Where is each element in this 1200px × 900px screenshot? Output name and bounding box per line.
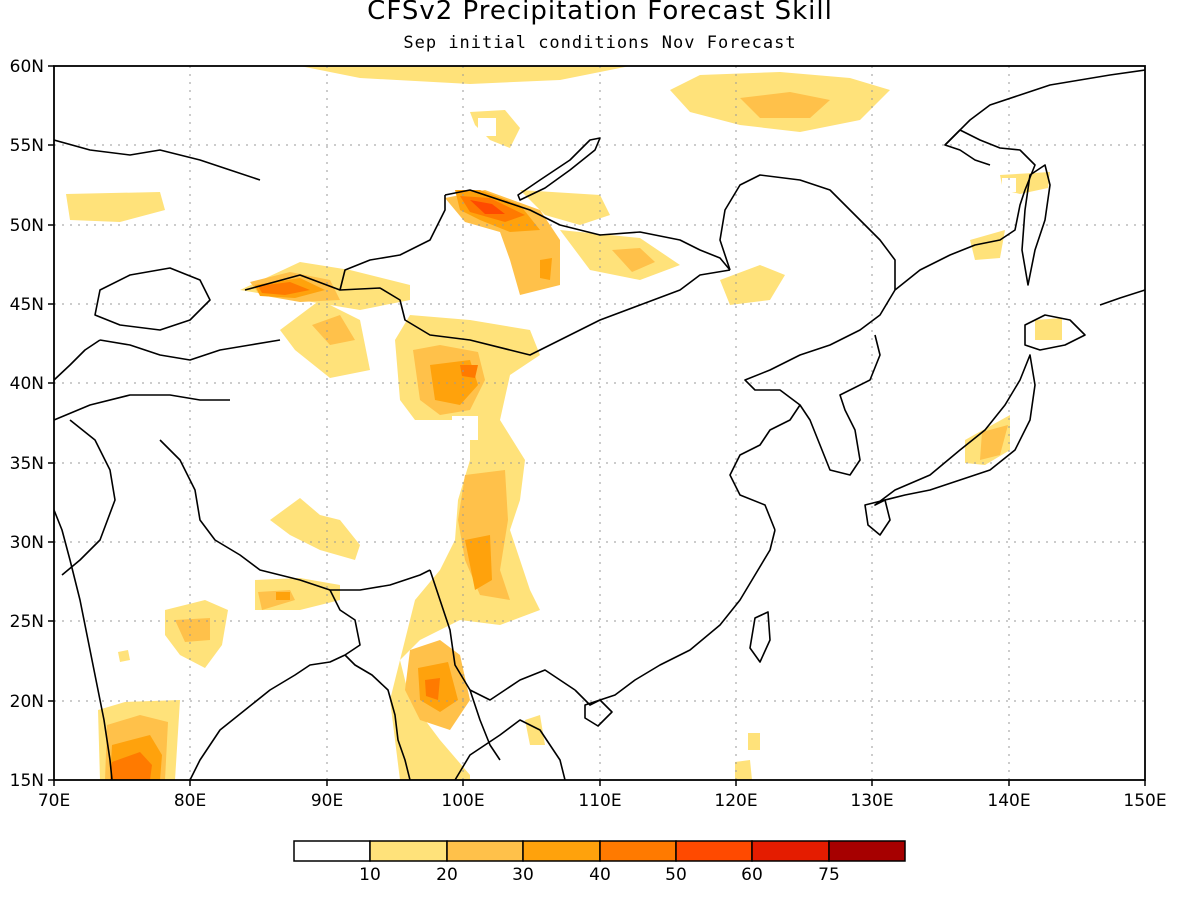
- y-tick-30N: 30N: [10, 533, 44, 553]
- chart-title: CFSv2 Precipitation Forecast Skill: [367, 0, 833, 26]
- legend-label-60: 60: [741, 865, 763, 885]
- chart-subtitle: Sep initial conditions Nov Forecast: [403, 33, 797, 53]
- map-frame: [53, 65, 1146, 781]
- axis-ticks: [48, 65, 1146, 786]
- legend-label-40: 40: [589, 865, 611, 885]
- legend-label-50: 50: [665, 865, 687, 885]
- y-tick-15N: 15N: [10, 771, 44, 791]
- legend-swatch: [446, 840, 524, 862]
- legend-label-10: 10: [359, 865, 381, 885]
- legend-swatch: [522, 840, 601, 862]
- x-tick-150E: 150E: [1123, 791, 1166, 811]
- y-tick-45N: 45N: [10, 295, 44, 315]
- coastlines-borders: [54, 69, 1145, 780]
- y-tick-40N: 40N: [10, 374, 44, 394]
- legend-swatch: [599, 840, 677, 862]
- y-tick-20N: 20N: [10, 692, 44, 712]
- x-tick-70E: 70E: [38, 791, 70, 811]
- lat-lon-grid: [54, 66, 1145, 780]
- x-tick-120E: 120E: [714, 791, 757, 811]
- x-tick-labels: 70E 80E 90E 100E 110E 120E 130E 140E 150…: [38, 791, 1167, 811]
- x-tick-130E: 130E: [850, 791, 893, 811]
- x-tick-100E: 100E: [441, 791, 484, 811]
- legend-swatch: [675, 840, 753, 862]
- x-tick-80E: 80E: [174, 791, 206, 811]
- y-tick-labels: 15N 20N 25N 30N 35N 40N 45N 50N 55N 60N: [10, 57, 44, 791]
- legend-swatch: [293, 840, 371, 862]
- y-tick-25N: 25N: [10, 612, 44, 632]
- legend-label-75: 75: [818, 865, 840, 885]
- y-tick-60N: 60N: [10, 57, 44, 77]
- y-tick-55N: 55N: [10, 136, 44, 156]
- legend-swatch: [828, 840, 906, 862]
- x-tick-110E: 110E: [578, 791, 621, 811]
- skill-shading: [66, 66, 1062, 780]
- color-bar: 10 20 30 40 50 60 75: [293, 840, 906, 885]
- legend-label-20: 20: [436, 865, 458, 885]
- legend-label-30: 30: [512, 865, 534, 885]
- y-tick-35N: 35N: [10, 454, 44, 474]
- legend-swatch: [751, 840, 830, 862]
- y-tick-50N: 50N: [10, 216, 44, 236]
- x-tick-140E: 140E: [987, 791, 1030, 811]
- legend-swatch: [369, 840, 448, 862]
- x-tick-90E: 90E: [311, 791, 343, 811]
